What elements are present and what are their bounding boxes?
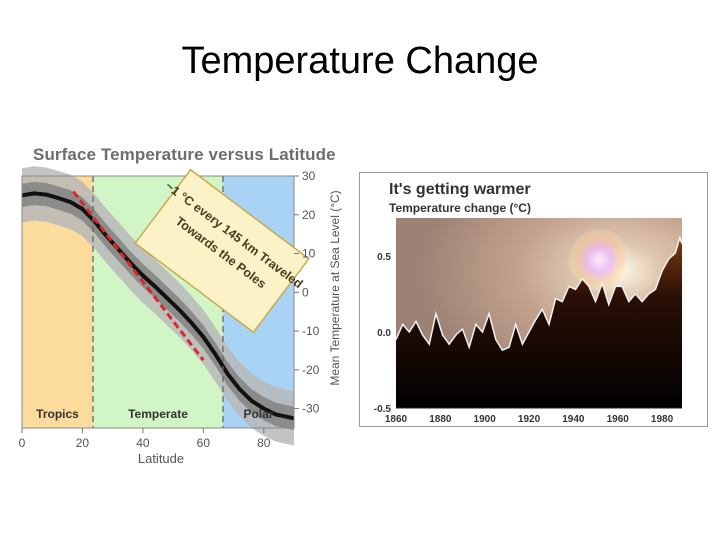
mean-temperature-line <box>21 191 295 421</box>
slide-title: Temperature Change <box>181 40 539 82</box>
plot-frame <box>21 175 295 429</box>
x-axis-label: Latitude <box>138 451 184 466</box>
y-tick-label: 0.0 <box>377 328 391 339</box>
annotation-box <box>134 168 310 334</box>
x-tick-label: 60 <box>197 436 211 450</box>
zone-label-temperate: Temperate <box>128 407 188 421</box>
x-tick-label: 1920 <box>518 414 541 425</box>
warming-chart-subtitle: Temperature change (°C) <box>389 201 531 215</box>
x-tick-label: 80 <box>257 436 271 450</box>
warming-chart-title: It's getting warmer <box>389 181 531 198</box>
y-tick-label: -10 <box>302 324 320 338</box>
x-tick-label: 1880 <box>429 414 452 425</box>
x-tick-label: 0 <box>19 436 26 450</box>
trend-dashed-line <box>72 190 205 362</box>
y-tick-label: 20 <box>302 208 316 222</box>
x-tick-label: 1900 <box>474 414 497 425</box>
lens-flare <box>567 227 632 292</box>
x-tick-label: 20 <box>76 436 90 450</box>
latitude-temperature-chart: Tropics Temperate Polar ~1 °C every 145 km… <box>19 166 342 466</box>
x-tick-label: 1980 <box>651 414 674 425</box>
temperature-line <box>395 235 683 352</box>
y-tick-label: 30 <box>302 169 316 183</box>
y-tick-label: -20 <box>302 363 320 377</box>
latitude-chart-title: Surface Temperature versus Latitude <box>33 145 336 164</box>
zone-label-tropics: Tropics <box>36 407 79 421</box>
y-tick-label: 0 <box>302 285 309 299</box>
y-tick-label: -30 <box>302 402 320 416</box>
x-tick-label: 1940 <box>562 414 585 425</box>
y-tick-label: -0.5 <box>374 404 392 415</box>
zone-label-polar: Polar <box>243 407 273 421</box>
y-axis-label: Mean Temperature at Sea Level (°C) <box>328 190 342 385</box>
y-tick-label: 10 <box>302 247 316 261</box>
x-tick-label: 1960 <box>607 414 630 425</box>
warming-chart: It's getting warmer Temperature change (… <box>359 172 708 427</box>
x-tick-label: 40 <box>136 436 150 450</box>
x-tick-label: 1860 <box>385 414 408 425</box>
y-tick-label: 0.5 <box>377 252 391 263</box>
temperature-area <box>396 237 682 408</box>
